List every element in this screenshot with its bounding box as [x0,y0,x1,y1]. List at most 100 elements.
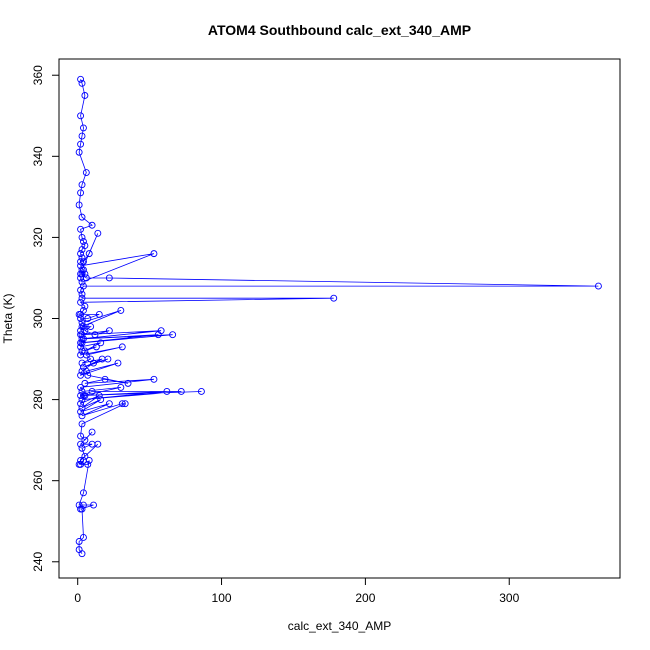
data-point [90,359,97,367]
data-point [85,250,93,258]
data-point [97,339,105,347]
series-line [78,79,599,554]
data-point [81,436,89,444]
data-point [101,375,109,383]
data-point [78,79,86,87]
data-point [77,225,85,233]
data-point [80,323,87,331]
y-tick-label: 260 [31,470,45,490]
data-point [77,258,85,266]
data-point [197,388,205,395]
data-point [105,400,113,408]
data-point [105,327,113,335]
data-point [77,75,85,83]
y-tick-label: 360 [31,65,45,85]
x-tick-label: 300 [499,591,519,605]
data-point [77,315,85,322]
data-point [78,294,86,302]
plot-frame [58,58,621,579]
x-tick-label: 200 [355,591,375,605]
data-point [78,404,86,412]
data-point [78,181,86,189]
data-point [78,278,86,286]
data-point [78,347,86,355]
data-point [91,331,99,339]
data-point [90,501,97,509]
data-point [169,331,177,339]
data-point [95,392,103,399]
data-point [95,310,103,318]
data-point [78,254,86,262]
data-point [117,383,125,391]
data-point [78,233,86,241]
data-point [80,266,87,274]
x-axis-label: calc_ext_340_AMP [288,619,391,633]
data-point [92,343,100,351]
data-point [77,392,85,399]
data-point [78,319,86,327]
data-point [150,375,158,383]
y-axis: 240 260 280 300 320 340 360 [31,65,60,572]
data-point [88,221,96,229]
x-tick-label: 0 [74,591,81,605]
data-point [114,359,122,367]
y-tick-label: 320 [31,227,45,247]
data-point [77,408,85,416]
data-point [75,201,83,209]
data-point [85,456,93,464]
data-point [78,550,86,558]
data-point [78,420,86,428]
data-point [78,359,86,367]
data-point [81,392,89,399]
data-point [77,371,85,379]
data-point [75,538,83,545]
data-point [81,270,89,278]
data-point [88,388,96,395]
data-point [78,444,86,452]
data-point [77,461,85,468]
data-point [97,396,105,404]
data-point [77,140,85,148]
data-point [81,302,89,310]
data-point [104,355,112,363]
data-point [78,339,86,347]
data-point [154,331,162,339]
data-point [77,189,85,197]
data-point [77,456,85,464]
data-point [117,306,125,314]
data-point [78,505,86,513]
data-point [87,323,95,331]
data-point [82,274,90,282]
data-point [77,250,85,258]
data-point [77,343,85,351]
data-point [75,148,83,156]
data-point [77,383,85,391]
x-axis: 0 100 200 300 [74,577,520,605]
data-point [94,440,102,448]
data-point [78,290,86,298]
data-point [80,124,87,132]
data-point [81,92,89,99]
data-point [80,335,87,343]
data-point [124,379,132,387]
data-point [594,282,602,290]
data-point [177,388,185,395]
data-point [78,246,86,254]
data-point [77,400,85,408]
data-point [77,432,85,440]
data-point [81,452,89,460]
data-point [118,343,126,351]
data-point [78,331,86,339]
data-point [121,400,129,408]
x-tick-label: 100 [212,591,232,605]
data-point [330,294,338,302]
chart-title: ATOM4 Southbound calc_ext_340_AMP [208,22,471,38]
data-point [77,112,85,120]
data-point [77,286,85,294]
data-point [78,132,86,140]
data-point [78,270,86,278]
data-point [80,363,87,371]
data-point [80,489,87,497]
data-point [94,229,102,237]
